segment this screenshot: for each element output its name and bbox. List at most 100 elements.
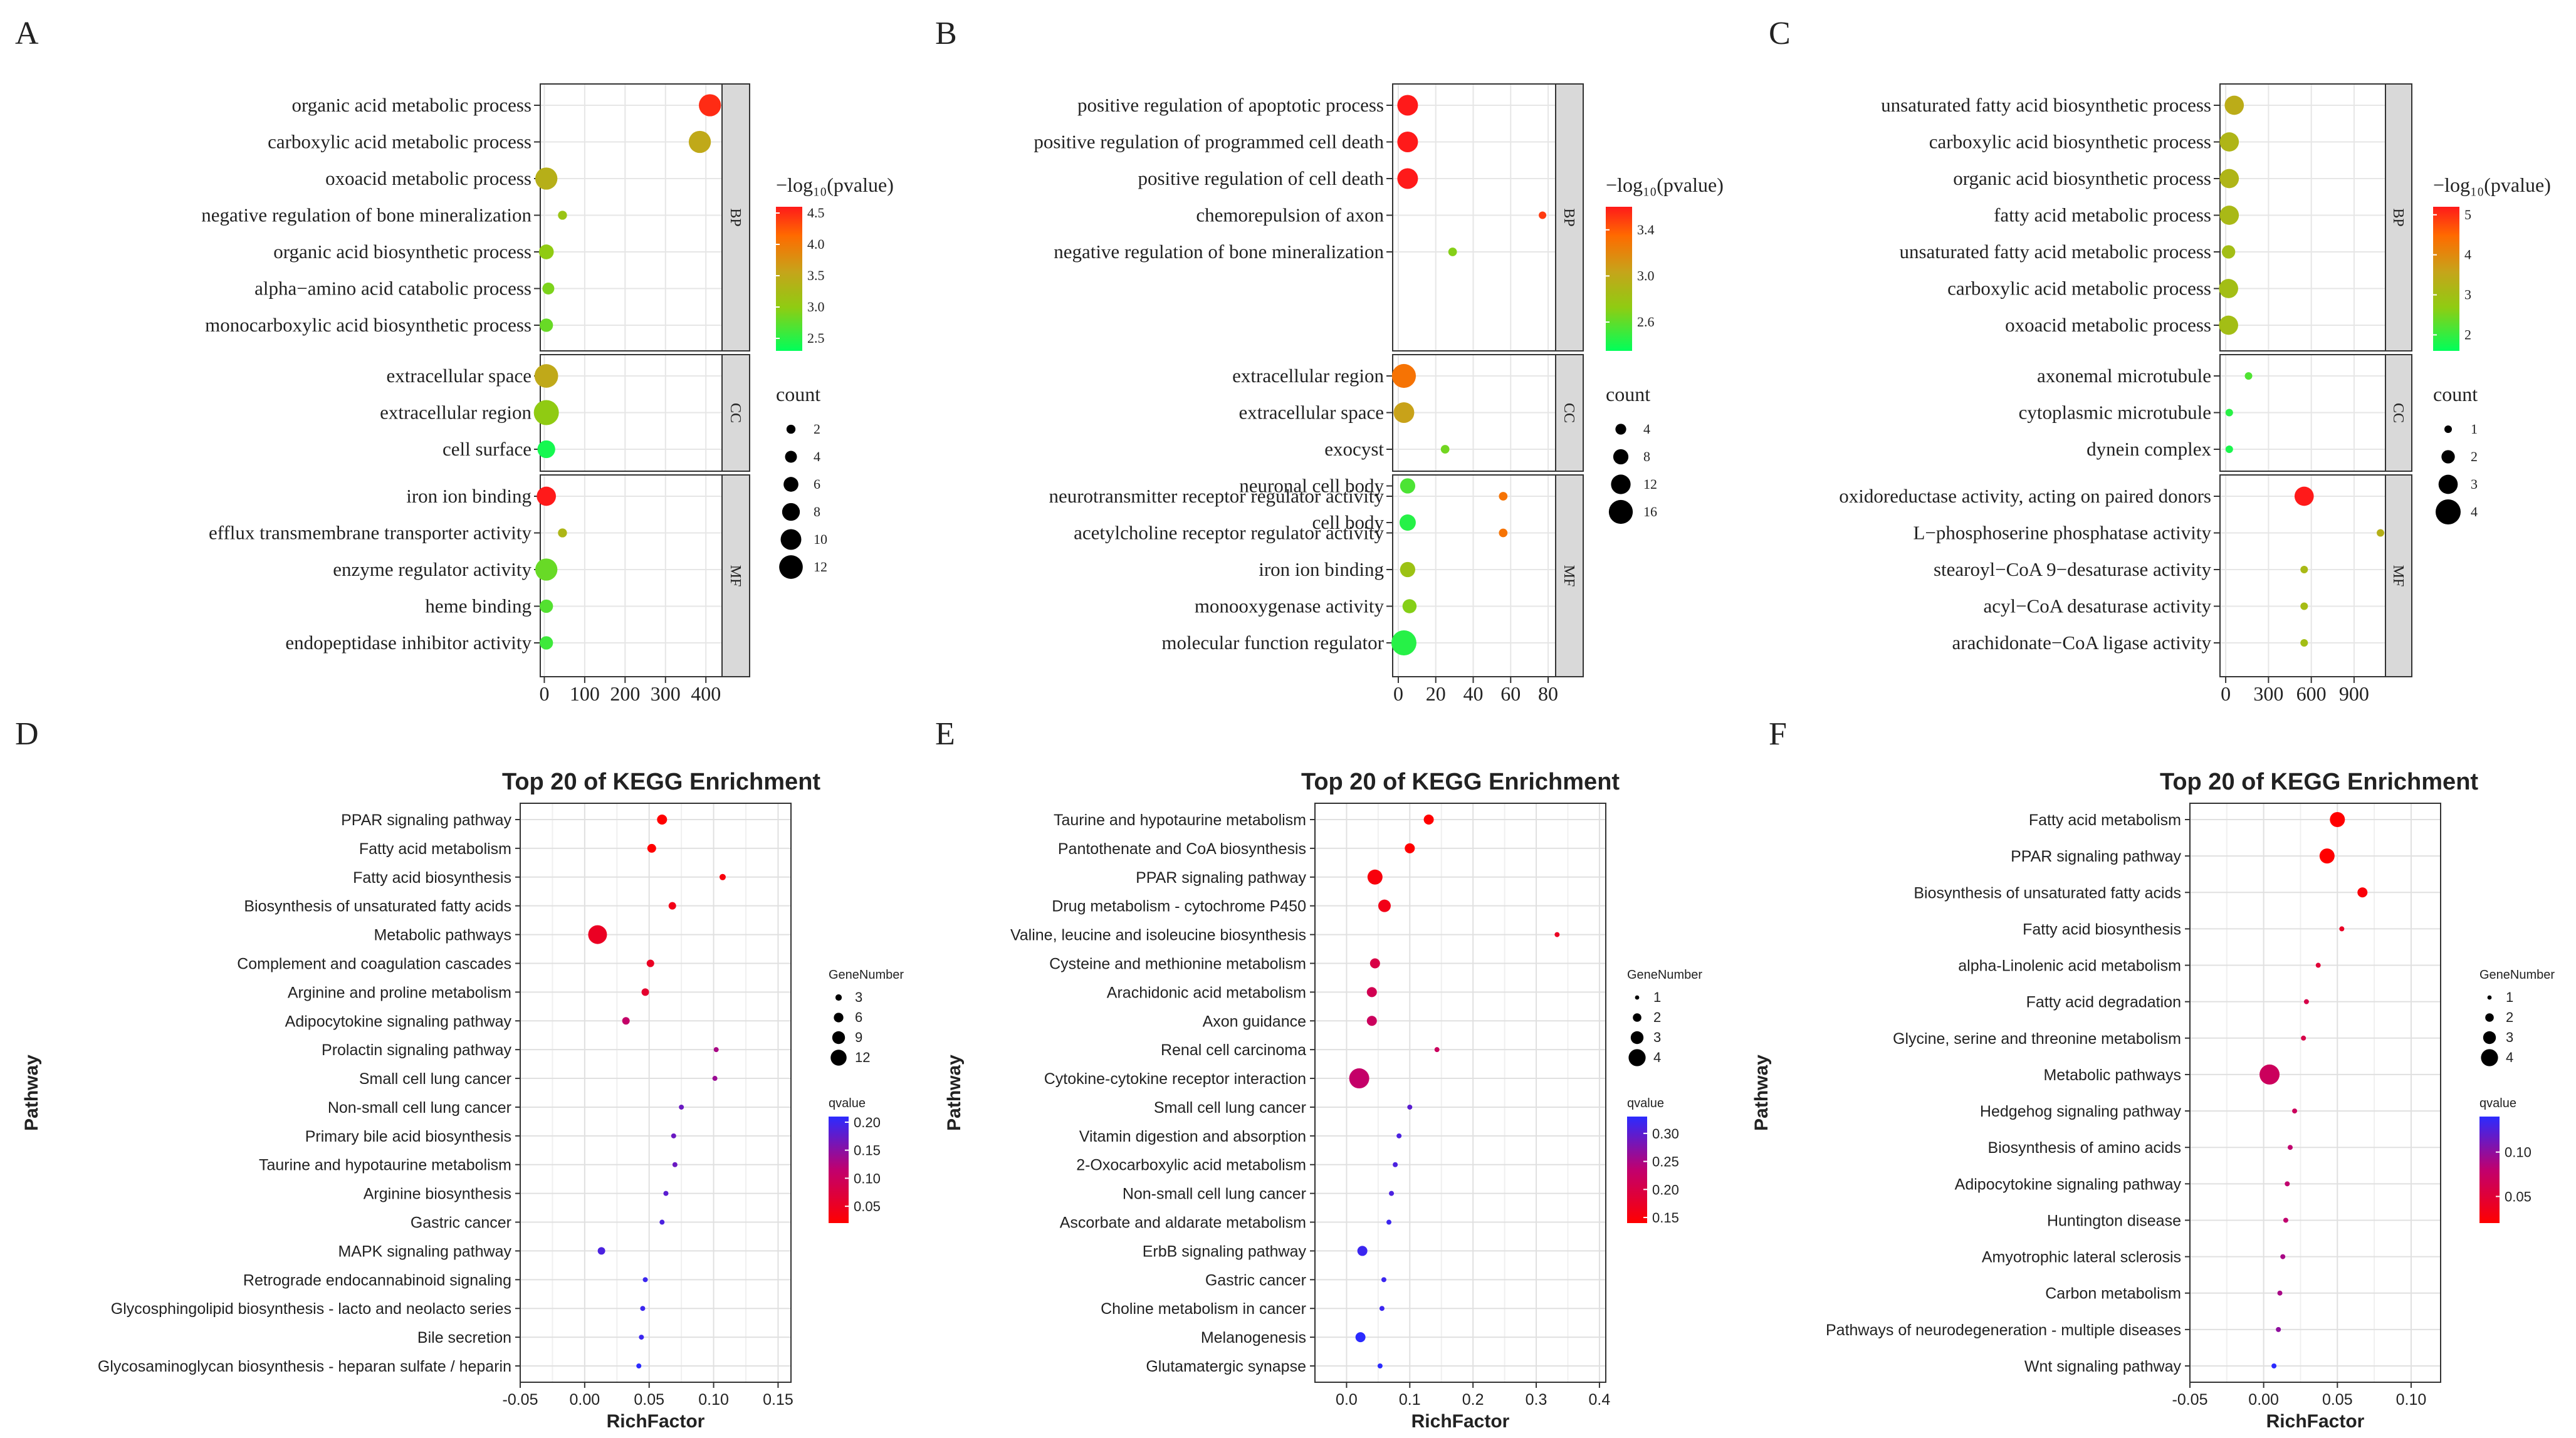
size-legend-label: 12 [855,1050,870,1065]
panel-letter-a: A [15,16,39,51]
term-point [1391,630,1416,655]
color-legend-label: 0.15 [854,1143,881,1159]
size-legend-label: 4 [1653,1050,1661,1065]
x-tick-label: 0.00 [2248,1391,2279,1409]
size-legend-label: 16 [1643,504,1657,519]
size-legend-label: 2 [1653,1009,1661,1025]
size-legend-dot [2436,499,2461,524]
pathway-label: Fatty acid biosynthesis [353,869,511,887]
x-tick-label: 0 [2221,682,2231,705]
pathway-point [663,1191,669,1196]
pathway-point [639,1335,644,1340]
y-axis-title: Pathway [1751,1055,1772,1131]
pathway-label: 2-Oxocarboxylic acid metabolism [1076,1157,1306,1174]
term-label: unsaturated fatty acid biosynthetic proc… [1881,94,2211,116]
size-legend-label: 8 [1643,449,1650,464]
size-legend-title: GeneNumber [1627,968,1702,982]
pathway-point [1405,843,1415,853]
color-legend-title: −log₁₀(pvalue) [2433,174,2551,196]
color-legend-label: 4.0 [807,236,825,252]
color-legend-label: 4.5 [807,205,825,221]
pathway-point [640,1306,646,1311]
term-label: enzyme regulator activity [333,558,531,580]
term-label: dynein complex [2086,438,2211,460]
pathway-point [1554,932,1560,937]
pathway-label: Biosynthesis of amino acids [1988,1139,2181,1157]
term-label: endopeptidase inhibitor activity [285,632,531,654]
size-legend-dot [2485,1013,2494,1022]
term-label: cytoplasmic microtubule [2019,402,2211,424]
term-label: carboxylic acid metabolic process [268,131,531,153]
panel-letter-d: D [15,716,39,752]
pathway-label: Choline metabolism in cancer [1101,1300,1306,1318]
x-tick-label: 0.10 [698,1391,729,1409]
pathway-label: Pathways of neurodegeneration - multiple… [1826,1321,2181,1339]
size-legend-label: 12 [1643,476,1657,492]
pathway-label: Gastric cancer [1205,1271,1306,1289]
term-label: alpha−amino acid catabolic process [254,278,531,300]
x-tick-label: 0 [539,682,549,705]
term-point [1399,514,1416,531]
x-tick-label: -0.05 [2172,1391,2208,1409]
facet-strip [1555,354,1584,472]
term-label: iron ion binding [1259,558,1384,580]
term-point [1402,599,1417,613]
pathway-label: Glycosphingolipid biosynthesis - lacto a… [111,1300,511,1318]
size-legend-dot [779,555,803,579]
x-tick-label: 0.15 [763,1391,793,1409]
term-label: carboxylic acid biosynthetic process [1929,131,2211,153]
term-label: exocyst [1324,438,1384,460]
x-tick-label: 300 [651,682,681,705]
term-label: stearoyl−CoA 9−desaturase activity [1934,558,2212,580]
size-legend-dot [782,503,800,521]
pathway-label: Drug metabolism - cytochrome P450 [1052,898,1306,915]
pathway-label: Renal cell carcinoma [1161,1041,1306,1059]
color-legend-bar [2433,207,2459,351]
term-label: molecular function regulator [1161,632,1384,654]
pathway-label: Glycosaminoglycan biosynthesis - heparan… [98,1358,511,1375]
x-tick-label: 0.3 [1526,1391,1547,1409]
facet-strip-label: MF [727,565,743,587]
pathway-label: Small cell lung cancer [359,1070,511,1088]
pathway-label: Fatty acid metabolism [2029,811,2181,829]
pathway-point [2319,848,2335,864]
x-tick-label: 0.05 [2322,1391,2353,1409]
term-point [1499,528,1508,538]
color-legend-title: qvalue [2479,1097,2516,1110]
color-legend-title: qvalue [1627,1097,1664,1110]
pathway-point [2276,1326,2281,1332]
panel-letter-b: B [935,16,957,51]
color-legend-label: 0.10 [2505,1145,2531,1160]
x-tick-label: 900 [2339,682,2369,705]
term-label: organic acid biosynthetic process [273,241,531,263]
color-legend-label: 0.20 [1652,1182,1679,1197]
pathway-label: PPAR signaling pathway [341,811,511,829]
term-label: acyl−CoA desaturase activity [1983,595,2211,617]
pathway-label: Primary bile acid biosynthesis [305,1128,511,1145]
facet-strip-label: BP [727,208,743,226]
pathway-label: Taurine and hypotaurine metabolism [259,1157,511,1174]
x-tick-label: 40 [1463,682,1484,705]
pathway-point [713,1047,719,1053]
pathway-label: Ascorbate and aldarate metabolism [1060,1214,1306,1232]
facet-strip-label: CC [727,403,743,423]
pathway-point [2357,887,2368,898]
size-legend-dot [1628,1049,1646,1066]
pathway-label: Arginine biosynthesis [364,1185,511,1203]
pathway-point [1349,1068,1369,1089]
x-tick-label: 0.1 [1399,1391,1421,1409]
pathway-point [1355,1332,1366,1343]
color-legend-title: −log₁₀(pvalue) [776,174,894,196]
color-legend-label: 2.6 [1637,314,1655,330]
term-point [1400,478,1416,494]
pathway-point [642,1277,648,1283]
term-label: extracellular space [387,365,532,387]
term-label: cell body [1312,511,1385,533]
pathway-point [2271,1363,2277,1368]
size-legend-title: count [776,383,820,405]
pathway-point [1367,869,1383,885]
pathway-point [1407,1104,1413,1110]
term-point [558,528,567,538]
term-point [2225,409,2233,417]
